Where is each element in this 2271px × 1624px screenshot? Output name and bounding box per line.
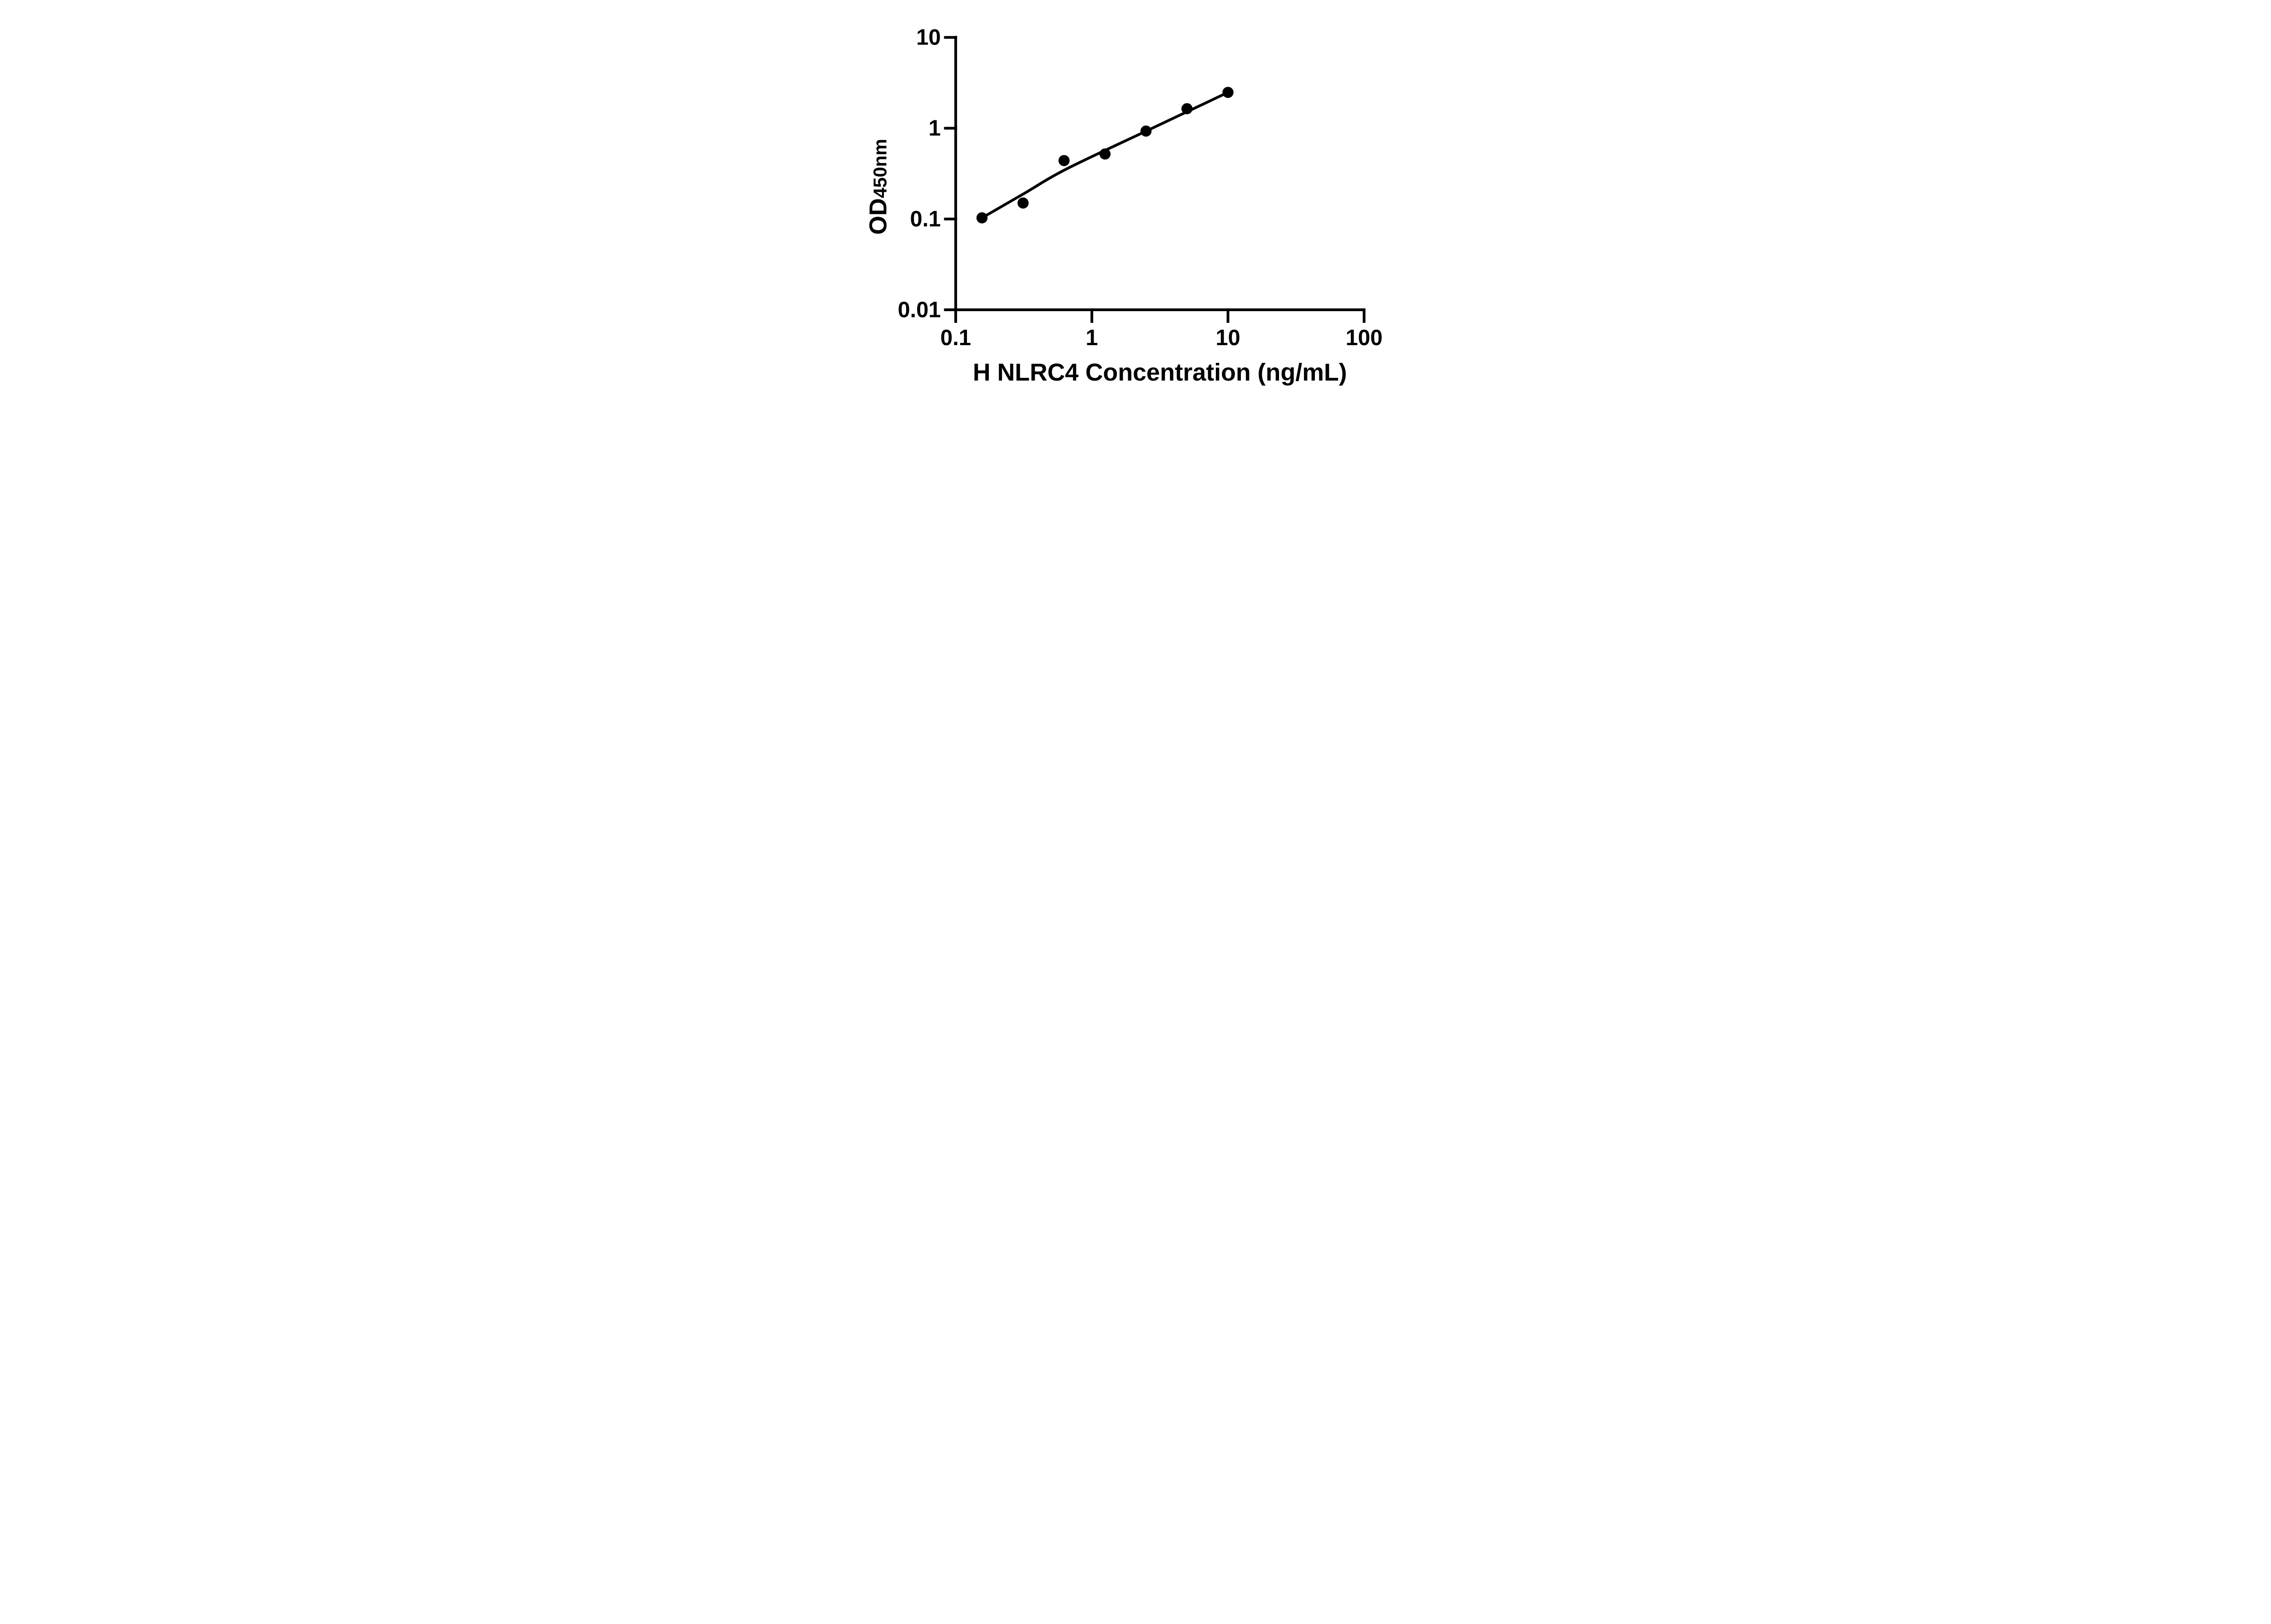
data-point-marker [1222, 87, 1234, 98]
fit-curve-group [981, 91, 1229, 219]
fit-curve-line [981, 91, 1229, 219]
data-point-marker [1181, 103, 1193, 114]
data-point-marker [1058, 155, 1070, 166]
data-point-marker [1099, 148, 1111, 160]
x-tick-label: 1 [1086, 326, 1098, 350]
y-tick-label: 10 [916, 25, 941, 50]
x-tick-label: 100 [1346, 326, 1383, 350]
plot-svg: 0.01 0.1 1 10 0.1 1 10 100 H NLRC4 Concentrati… [864, 25, 1383, 386]
y-tick-label: 1 [928, 116, 941, 141]
data-points-group [976, 87, 1234, 223]
y-tick-label: 0.01 [898, 297, 941, 322]
y-axis-title-subscript: 450nm [869, 139, 890, 198]
data-point-marker [976, 212, 988, 223]
y-axis-title-main: OD [864, 198, 892, 235]
y-axis-title: OD450nm [864, 139, 892, 235]
data-point-marker [1140, 125, 1152, 137]
x-axis-ticks: 0.1 1 10 100 [940, 308, 1383, 350]
y-tick-label: 0.1 [910, 207, 941, 231]
x-tick-label: 10 [1215, 326, 1240, 350]
data-point-marker [1017, 197, 1029, 209]
elisa-curve-figure: 0.01 0.1 1 10 0.1 1 10 100 H NLRC4 Concentrati… [842, 0, 1429, 406]
x-tick-label: 0.1 [940, 326, 971, 350]
y-axis-ticks: 0.01 0.1 1 10 [898, 25, 957, 322]
x-axis-title: H NLRC4 Concentration (ng/mL) [973, 359, 1347, 386]
